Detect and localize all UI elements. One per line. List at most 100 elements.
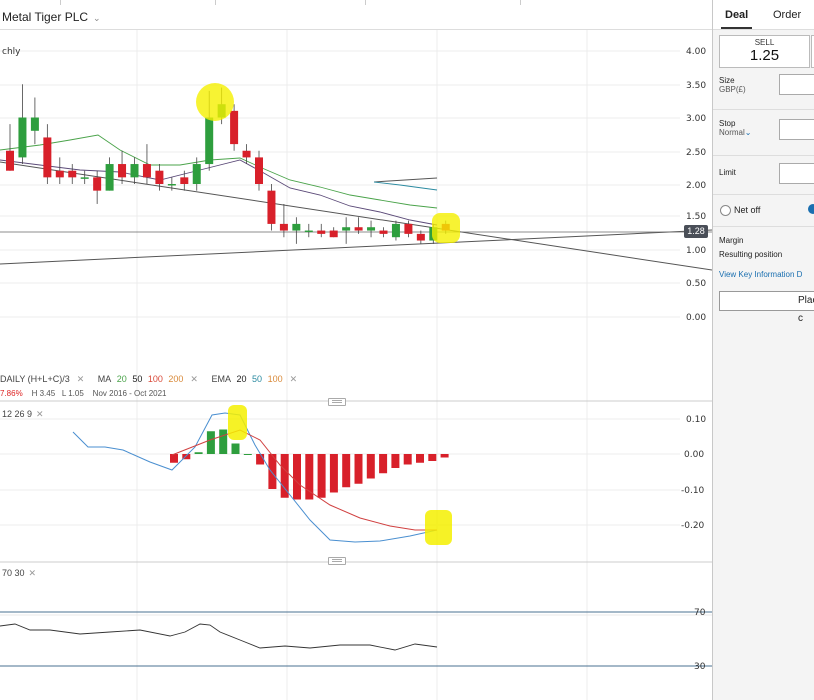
- macd-tick: -0.20: [681, 521, 705, 531]
- candle-body: [6, 150, 14, 171]
- size-label: Size GBP(£): [719, 76, 746, 94]
- size-row: Size GBP(£): [713, 68, 814, 110]
- stop-input[interactable]: [779, 119, 814, 140]
- ma-value: 100: [147, 374, 163, 384]
- candle-body: [292, 223, 301, 231]
- net-off-radio[interactable]: [720, 205, 731, 216]
- candle-body: [267, 190, 276, 224]
- macd-bar: [194, 452, 203, 454]
- price-tick: 2.50: [686, 148, 706, 158]
- price-tick: 1.50: [686, 212, 706, 222]
- place-deal-label: Place c: [798, 295, 814, 324]
- indicator-legend: DAILY (H+L+C)/3 ✕ MA 20 50 100 200 ✕ EMA 2…: [0, 374, 300, 385]
- chart-title-bar: Metal Tiger PLC ⌄: [0, 0, 712, 30]
- rsi-tick: 70: [694, 608, 706, 618]
- sell-button[interactable]: SELL 1.25: [719, 35, 810, 68]
- drawn-trendline-upper: [0, 161, 712, 271]
- sell-label: SELL: [754, 38, 775, 47]
- info-icon[interactable]: [808, 204, 814, 214]
- pane-resize-handle[interactable]: [328, 398, 346, 406]
- grid-lines: [0, 30, 680, 700]
- macd-bar: [366, 454, 375, 479]
- divider: [215, 0, 216, 5]
- instrument-selector[interactable]: Metal Tiger PLC ⌄: [2, 10, 101, 24]
- candle-body: [279, 223, 288, 231]
- key-information-link[interactable]: View Key Information D: [719, 270, 803, 279]
- chart-canvas[interactable]: 4.00 3.50 3.00 2.50 2.00 1.50 1.00 0.50 …: [0, 0, 712, 700]
- candle-body: [416, 233, 425, 241]
- candle-body: [391, 223, 400, 238]
- candle-body: [80, 177, 89, 179]
- pane-resize-handle[interactable]: [328, 557, 346, 565]
- divider: [365, 0, 366, 5]
- change-percent: 7.86%: [0, 389, 23, 398]
- highlight-marker: [228, 405, 247, 440]
- limit-label: Limit: [719, 168, 736, 177]
- size-input[interactable]: [779, 74, 814, 95]
- macd-bar: [416, 454, 424, 463]
- timeframe-label: chly: [2, 47, 21, 57]
- candle-body: [43, 137, 52, 178]
- candle-body: [192, 164, 201, 184]
- chevron-down-icon[interactable]: ⌄: [744, 128, 752, 137]
- candle-body: [255, 157, 263, 184]
- macd-bar: [280, 454, 289, 498]
- low-value: L 1.05: [61, 389, 84, 398]
- instrument-title: Metal Tiger PLC: [2, 10, 89, 24]
- candle-body: [379, 230, 388, 234]
- candle-body: [68, 170, 77, 178]
- date-range: Nov 2016 - Oct 2021: [92, 389, 167, 398]
- price-tick: 3.00: [686, 114, 706, 124]
- ema-value: 100: [267, 374, 283, 384]
- macd-bar: [206, 431, 215, 454]
- chart-area[interactable]: Metal Tiger PLC ⌄ 4.00 3.50 3.00: [0, 0, 713, 700]
- price-tick: 0.50: [686, 279, 706, 289]
- price-tick: 4.00: [686, 47, 706, 57]
- limit-row: Limit: [713, 156, 814, 195]
- ma-label: MA: [97, 374, 112, 384]
- macd-bar: [440, 454, 449, 458]
- candle-body: [55, 170, 64, 178]
- tab-order[interactable]: Order: [773, 9, 802, 21]
- macd-bar: [342, 454, 351, 488]
- macd-bar: [231, 443, 240, 454]
- macd-bar: [305, 454, 314, 500]
- divider: [713, 226, 814, 227]
- candle-body: [317, 230, 326, 234]
- close-icon[interactable]: ✕: [36, 409, 44, 419]
- current-price-badge: 1.28: [684, 225, 708, 238]
- highlight-marker: [196, 83, 234, 121]
- close-icon[interactable]: ✕: [28, 568, 37, 578]
- candle-body: [93, 177, 102, 191]
- close-icon[interactable]: ✕: [190, 374, 198, 384]
- ema50-line: [373, 181, 438, 191]
- place-deal-button[interactable]: Place c: [719, 291, 814, 324]
- stop-type-select[interactable]: Normal: [719, 128, 745, 137]
- net-off-label: Net off: [734, 205, 761, 215]
- highlight-marker: [432, 213, 460, 243]
- candle-body: [118, 164, 127, 178]
- ema-value: 20: [236, 374, 247, 384]
- price-tick: 0.00: [686, 313, 706, 323]
- tab-deal[interactable]: Deal: [720, 9, 753, 29]
- limit-input[interactable]: [779, 163, 814, 184]
- candle-body: [205, 117, 214, 165]
- deal-tabs: Deal Order: [713, 0, 814, 30]
- candle-body: [354, 227, 363, 231]
- candle-body: [342, 227, 351, 231]
- macd-tick: 0.00: [684, 450, 704, 460]
- close-icon[interactable]: ✕: [289, 374, 298, 384]
- macd-bar: [391, 454, 400, 468]
- macd-legend: 12 26 9 ✕: [2, 409, 44, 420]
- chevron-down-icon: ⌄: [93, 13, 101, 23]
- macd-tick: 0.10: [686, 415, 706, 425]
- macd-bar: [219, 429, 228, 454]
- close-icon[interactable]: ✕: [76, 374, 85, 384]
- ema-line: [0, 159, 438, 226]
- macd-line: [72, 412, 438, 543]
- high-value: H 3.45: [31, 389, 56, 398]
- candle-body: [367, 227, 376, 231]
- macd-histogram: [170, 429, 449, 500]
- buy-button[interactable]: [811, 35, 814, 68]
- rsi-legend: 70 30 ✕: [2, 568, 36, 579]
